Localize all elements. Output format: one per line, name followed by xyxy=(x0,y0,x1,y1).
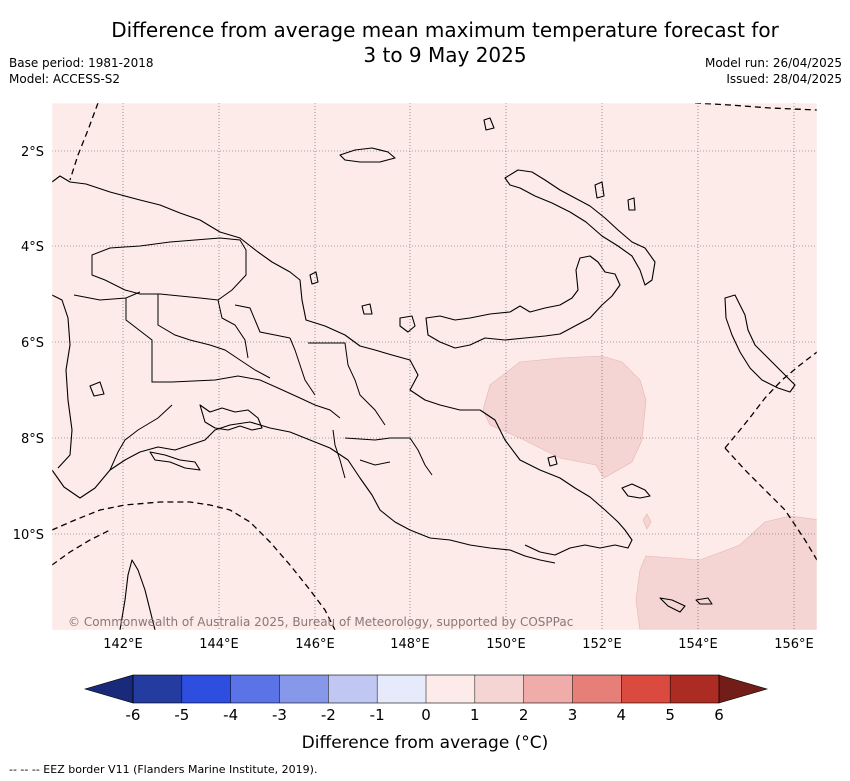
lat-label: 8°S xyxy=(21,432,44,447)
colorbar-tick-label: -6 xyxy=(126,706,141,724)
colorbar-segment xyxy=(670,675,720,703)
colorbar-tick-label: 1 xyxy=(470,706,480,724)
small-anomaly-patch xyxy=(642,513,652,530)
colorbar-tick-label: -3 xyxy=(272,706,287,724)
lon-label: 152°E xyxy=(582,637,622,652)
colorbar-over-arrow xyxy=(718,674,769,704)
model-info: Base period: 1981-2018 Model: ACCESS-S2 xyxy=(9,55,154,87)
colorbar-segment xyxy=(377,675,427,703)
colorbar-segment xyxy=(621,675,671,703)
land-borders xyxy=(73,237,433,479)
colorbar-tick-label: 3 xyxy=(568,706,578,724)
longitude-labels: 142°E 144°E 146°E 148°E 150°E 152°E 154°… xyxy=(103,637,814,652)
lon-label: 142°E xyxy=(103,637,143,652)
map-frame xyxy=(51,102,818,631)
coral-sea-anomaly-area xyxy=(635,515,817,630)
lon-label: 146°E xyxy=(295,637,335,652)
lat-label: 2°S xyxy=(21,145,44,160)
colorbar-tick-label: -5 xyxy=(174,706,189,724)
lon-label: 150°E xyxy=(486,637,526,652)
model-run: Model run: 26/04/2025 xyxy=(704,56,842,70)
colorbar-tick-label: 4 xyxy=(617,706,627,724)
colorbar-under-arrow xyxy=(83,674,134,704)
latitude-labels: 2°S 4°S 6°S 8°S 10°S xyxy=(13,145,44,543)
colorbar-segment xyxy=(426,675,476,703)
base-period: Base period: 1981-2018 xyxy=(9,56,154,70)
lat-label: 4°S xyxy=(21,240,44,255)
colorbar-tick-label: 0 xyxy=(421,706,431,724)
colorbar-tick-label: 6 xyxy=(714,706,724,724)
lat-label: 6°S xyxy=(21,336,44,351)
colorbar-segment xyxy=(474,675,524,703)
map-title: Difference from average mean maximum tem… xyxy=(0,18,850,68)
lon-label: 156°E xyxy=(774,637,814,652)
colorbar-tick-label: 2 xyxy=(519,706,529,724)
colorbar: -6 -5 -4 -3 -2 -1 0 1 2 3 4 5 6 xyxy=(83,674,769,724)
gridlines xyxy=(52,103,817,630)
colorbar-tick-label: 5 xyxy=(665,706,675,724)
colorbar-tick-label: -2 xyxy=(321,706,336,724)
issued-date: Issued: 28/04/2025 xyxy=(726,72,842,86)
lon-label: 148°E xyxy=(390,637,430,652)
title-line-2: 3 to 9 May 2025 xyxy=(363,43,527,67)
colorbar-segment xyxy=(279,675,329,703)
colorbar-tick-label: -4 xyxy=(223,706,238,724)
lon-label: 154°E xyxy=(678,637,718,652)
colorbar-segment xyxy=(523,675,573,703)
eez-footnote: -- -- -- EEZ border V11 (Flanders Marine… xyxy=(9,763,318,776)
copyright-notice: © Commonwealth of Australia 2025, Bureau… xyxy=(68,615,573,629)
title-line-1: Difference from average mean maximum tem… xyxy=(111,18,779,42)
colorbar-segment xyxy=(572,675,622,703)
coastlines xyxy=(52,117,796,630)
lon-label: 144°E xyxy=(199,637,239,652)
colorbar-title: Difference from average (°C) xyxy=(301,733,549,753)
colorbar-segment xyxy=(181,675,231,703)
colorbar-segment xyxy=(328,675,378,703)
colorbar-tick-label: -1 xyxy=(370,706,385,724)
map-background xyxy=(52,103,817,630)
lat-label: 10°S xyxy=(13,528,44,543)
colorbar-segment xyxy=(133,675,183,703)
eez-borders xyxy=(52,103,817,630)
colorbar-segment xyxy=(230,675,280,703)
run-info: Model run: 26/04/2025 Issued: 28/04/2025 xyxy=(705,55,842,87)
model-name: Model: ACCESS-S2 xyxy=(9,72,121,86)
solomon-sea-anomaly-area xyxy=(482,355,647,479)
